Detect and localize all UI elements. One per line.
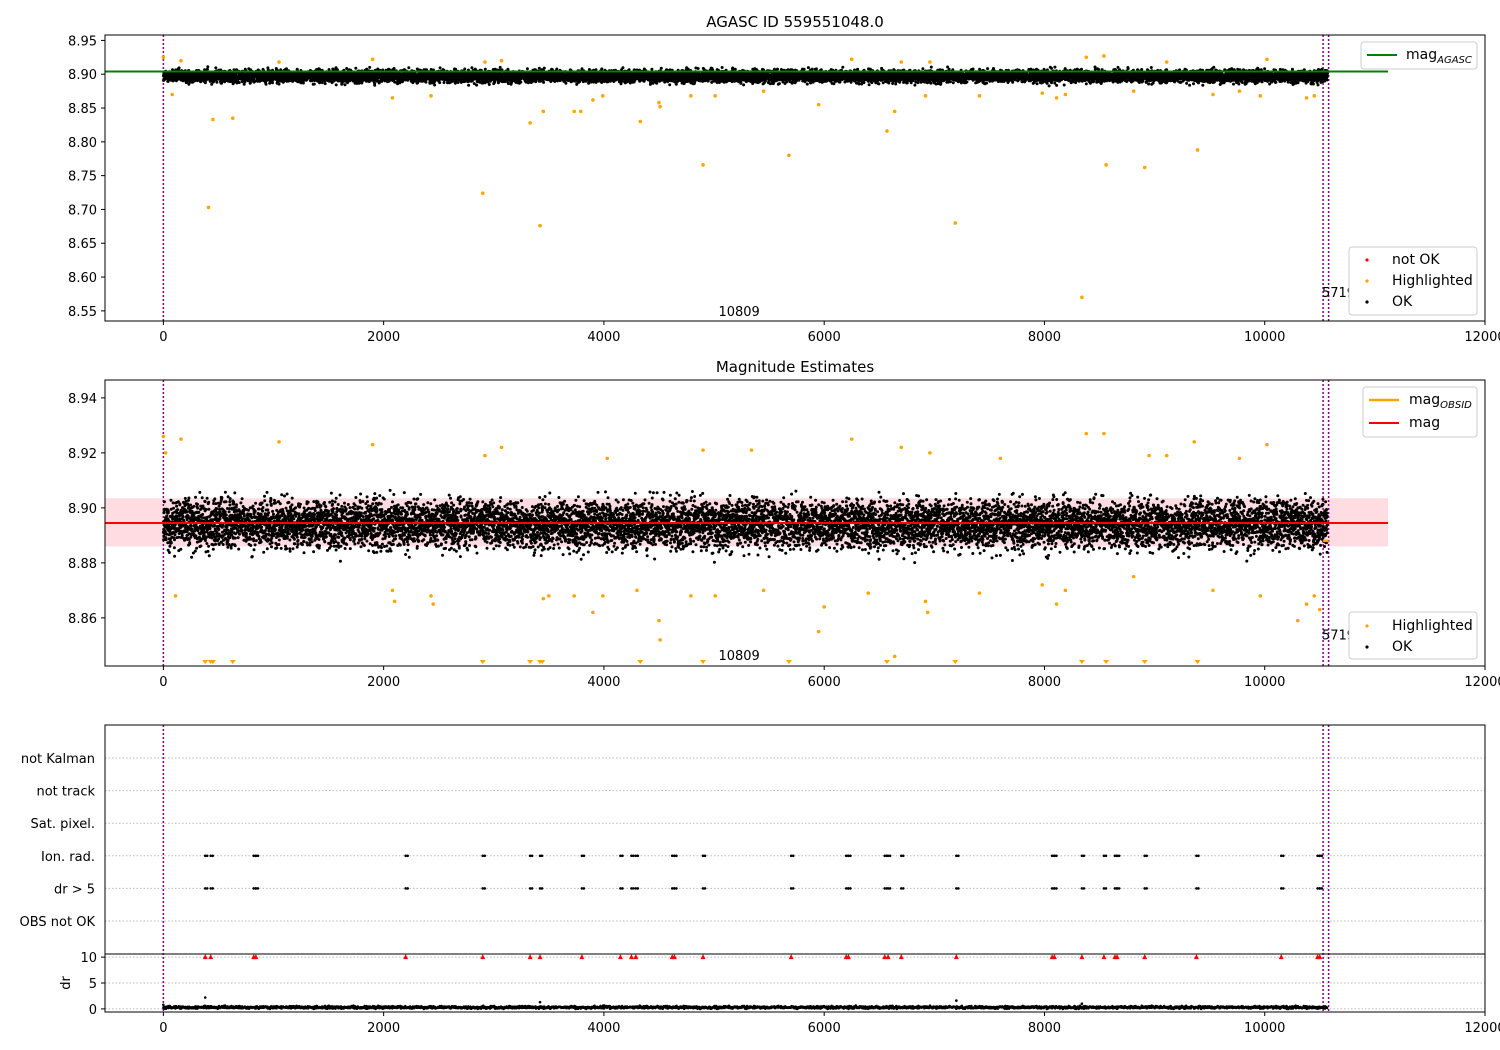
- panel1-ok-point: [438, 66, 442, 70]
- panel1-ok-point: [312, 82, 316, 86]
- panel1-title: AGASC ID 559551048.0: [706, 13, 884, 31]
- panel1-ok-point: [205, 67, 209, 71]
- panel1-ok-point: [655, 81, 659, 85]
- panel1-ok-point: [650, 67, 654, 71]
- panel1-ok-point: [555, 67, 559, 71]
- panel1-ok-point: [442, 81, 446, 84]
- panel1-ok-point: [600, 67, 604, 71]
- panel1-ok-point: [210, 82, 214, 86]
- panel1-ok-point: [177, 66, 181, 70]
- panel1-ok-point: [215, 80, 219, 84]
- panel1-ok-point: [438, 81, 442, 85]
- panel1-ok-point: [407, 66, 411, 70]
- panel1-ok-point: [470, 66, 474, 70]
- panel1-ok-point: [463, 67, 467, 71]
- panel1-ok-point: [668, 83, 672, 87]
- panel1-ok-point: [271, 81, 274, 85]
- panel1-ok-point: [483, 67, 487, 71]
- panel1-ok-point: [537, 66, 541, 70]
- panel1-ok-point: [237, 81, 241, 84]
- panel1-ok-point: [206, 65, 210, 69]
- panel1-ok-point: [542, 80, 546, 84]
- panel1-ok-point: [345, 67, 349, 70]
- panel1-ok-point: [334, 83, 338, 87]
- panel1-ok-point: [203, 81, 207, 85]
- panel1-ok-point: [323, 82, 327, 86]
- panel1-ok-point: [373, 83, 377, 87]
- panel1-ok-point: [264, 82, 268, 86]
- panel1-ok-point: [506, 82, 510, 85]
- panel1-ok-point: [214, 66, 218, 70]
- panel1-ok-point: [498, 65, 502, 69]
- panel1-ok-point: [525, 67, 529, 71]
- panel1-ok-point: [619, 82, 623, 86]
- panel1-ok-point: [343, 83, 347, 87]
- panel1-ok-point: [433, 83, 437, 87]
- panel1-ok-point: [564, 81, 568, 85]
- panel1-ok-point: [534, 80, 538, 84]
- panel1-ok-point: [696, 67, 700, 70]
- panel1-ok-point: [487, 83, 491, 86]
- panel1-ok-point: [621, 66, 625, 70]
- panel1-ok-point: [354, 66, 358, 70]
- panel1-ok-point: [475, 83, 479, 87]
- panel1-ok-point: [424, 80, 428, 84]
- panel1-ok-point: [467, 83, 471, 87]
- panel1-ok-point: [519, 80, 523, 84]
- panel1-ok-point: [301, 81, 305, 85]
- panel1-ok-point: [659, 66, 663, 70]
- panel1-ok-point: [542, 66, 546, 70]
- panel1-ok-point: [368, 65, 372, 69]
- panel1-ok-point: [277, 82, 281, 86]
